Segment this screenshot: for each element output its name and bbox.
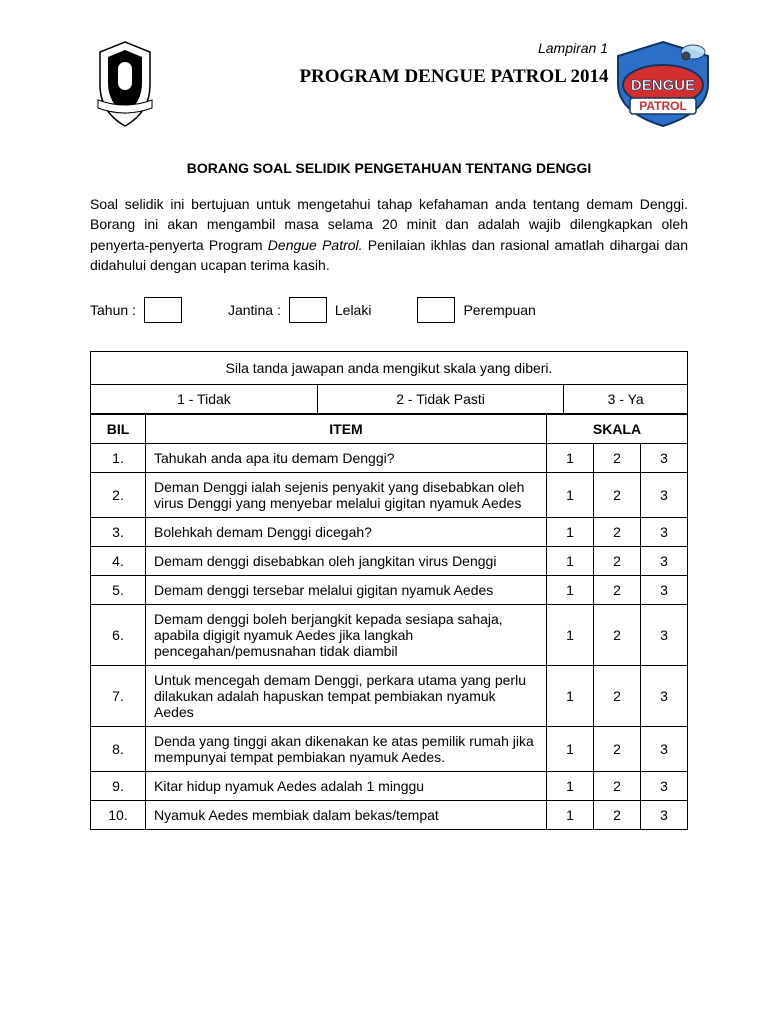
table-row: 10.Nyamuk Aedes membiak dalam bekas/temp… — [91, 801, 688, 830]
document-page: Lampiran 1 PROGRAM DENGUE PATROL 2014 DE… — [0, 0, 768, 870]
header-row: BIL ITEM SKALA — [91, 415, 688, 444]
scale-2[interactable]: 2 — [594, 444, 641, 473]
scale-1[interactable]: 1 — [547, 576, 594, 605]
scale-2[interactable]: 2 — [594, 576, 641, 605]
scale-2[interactable]: 2 — [594, 727, 641, 772]
scale-1[interactable]: 1 — [547, 547, 594, 576]
scale-2[interactable]: 2 — [594, 605, 641, 666]
row-number: 10. — [91, 801, 146, 830]
scale-1[interactable]: 1 — [547, 666, 594, 727]
year-input-box[interactable] — [144, 297, 182, 323]
table-row: 2.Deman Denggi ialah sejenis penyakit ya… — [91, 473, 688, 518]
scale-2[interactable]: 2 — [594, 547, 641, 576]
intro-paragraph: Soal selidik ini bertujuan untuk mengeta… — [90, 194, 688, 275]
row-item: Deman Denggi ialah sejenis penyakit yang… — [146, 473, 547, 518]
scale-1[interactable]: 1 — [547, 444, 594, 473]
scale-1[interactable]: 1 — [547, 801, 594, 830]
table-row: 9.Kitar hidup nyamuk Aedes adalah 1 ming… — [91, 772, 688, 801]
legend-row: 1 - Tidak 2 - Tidak Pasti 3 - Ya — [91, 385, 688, 414]
row-item: Demam denggi boleh berjangkit kepada ses… — [146, 605, 547, 666]
scale-1[interactable]: 1 — [547, 727, 594, 772]
scale-1[interactable]: 1 — [547, 518, 594, 547]
items-table: BIL ITEM SKALA 1.Tahukah anda apa itu de… — [90, 414, 688, 830]
row-number: 3. — [91, 518, 146, 547]
scale-2[interactable]: 2 — [594, 518, 641, 547]
row-number: 6. — [91, 605, 146, 666]
legend-2: 2 - Tidak Pasti — [317, 385, 563, 414]
header: Lampiran 1 PROGRAM DENGUE PATROL 2014 DE… — [90, 40, 688, 130]
scale-2[interactable]: 2 — [594, 473, 641, 518]
dengue-patrol-logo-icon: DENGUE PATROL — [608, 40, 718, 135]
gender-label: Jantina : — [228, 302, 281, 318]
svg-text:PATROL: PATROL — [639, 99, 687, 113]
scale-2[interactable]: 2 — [594, 772, 641, 801]
female-checkbox[interactable] — [417, 297, 455, 323]
scale-3[interactable]: 3 — [641, 772, 688, 801]
table-row: 5.Demam denggi tersebar melalui gigitan … — [91, 576, 688, 605]
row-number: 8. — [91, 727, 146, 772]
form-subtitle: BORANG SOAL SELIDIK PENGETAHUAN TENTANG … — [90, 160, 688, 176]
row-number: 9. — [91, 772, 146, 801]
demographics-row: Tahun : Jantina : Lelaki Perempuan — [90, 297, 688, 323]
row-number: 5. — [91, 576, 146, 605]
scale-3[interactable]: 3 — [641, 444, 688, 473]
scale-3[interactable]: 3 — [641, 801, 688, 830]
instruction-row: Sila tanda jawapan anda mengikut skala y… — [91, 352, 688, 385]
scale-3[interactable]: 3 — [641, 605, 688, 666]
row-item: Nyamuk Aedes membiak dalam bekas/tempat — [146, 801, 547, 830]
table-row: 3.Bolehkah demam Denggi dicegah?123 — [91, 518, 688, 547]
table-row: 4.Demam denggi disebabkan oleh jangkitan… — [91, 547, 688, 576]
row-number: 2. — [91, 473, 146, 518]
male-checkbox[interactable] — [289, 297, 327, 323]
table-row: 8.Denda yang tinggi akan dikenakan ke at… — [91, 727, 688, 772]
legend-1: 1 - Tidak — [91, 385, 318, 414]
row-item: Demam denggi disebabkan oleh jangkitan v… — [146, 547, 547, 576]
scale-3[interactable]: 3 — [641, 727, 688, 772]
scale-1[interactable]: 1 — [547, 772, 594, 801]
legend-3: 3 - Ya — [564, 385, 688, 414]
year-label: Tahun : — [90, 302, 136, 318]
row-item: Tahukah anda apa itu demam Denggi? — [146, 444, 547, 473]
scale-3[interactable]: 3 — [641, 518, 688, 547]
row-item: Kitar hidup nyamuk Aedes adalah 1 minggu — [146, 772, 547, 801]
scale-3[interactable]: 3 — [641, 547, 688, 576]
instruction-text: Sila tanda jawapan anda mengikut skala y… — [91, 352, 688, 385]
scale-1[interactable]: 1 — [547, 605, 594, 666]
female-label: Perempuan — [463, 302, 535, 318]
scale-3[interactable]: 3 — [641, 666, 688, 727]
row-item: Demam denggi tersebar melalui gigitan ny… — [146, 576, 547, 605]
scale-2[interactable]: 2 — [594, 666, 641, 727]
header-skala: SKALA — [547, 415, 688, 444]
scale-1[interactable]: 1 — [547, 473, 594, 518]
school-crest-icon — [90, 40, 160, 130]
survey-table: Sila tanda jawapan anda mengikut skala y… — [90, 351, 688, 414]
scale-3[interactable]: 3 — [641, 473, 688, 518]
table-row: 7.Untuk mencegah demam Denggi, perkara u… — [91, 666, 688, 727]
table-row: 1.Tahukah anda apa itu demam Denggi?123 — [91, 444, 688, 473]
row-number: 1. — [91, 444, 146, 473]
row-number: 4. — [91, 547, 146, 576]
annotation: Lampiran 1 — [160, 40, 608, 56]
row-item: Bolehkah demam Denggi dicegah? — [146, 518, 547, 547]
male-label: Lelaki — [335, 302, 372, 318]
table-row: 6.Demam denggi boleh berjangkit kepada s… — [91, 605, 688, 666]
row-item: Untuk mencegah demam Denggi, perkara uta… — [146, 666, 547, 727]
row-number: 7. — [91, 666, 146, 727]
row-item: Denda yang tinggi akan dikenakan ke atas… — [146, 727, 547, 772]
intro-text-italic: Dengue Patrol. — [268, 237, 363, 253]
header-bil: BIL — [91, 415, 146, 444]
scale-2[interactable]: 2 — [594, 801, 641, 830]
svg-text:DENGUE: DENGUE — [631, 77, 695, 94]
scale-3[interactable]: 3 — [641, 576, 688, 605]
header-item: ITEM — [146, 415, 547, 444]
